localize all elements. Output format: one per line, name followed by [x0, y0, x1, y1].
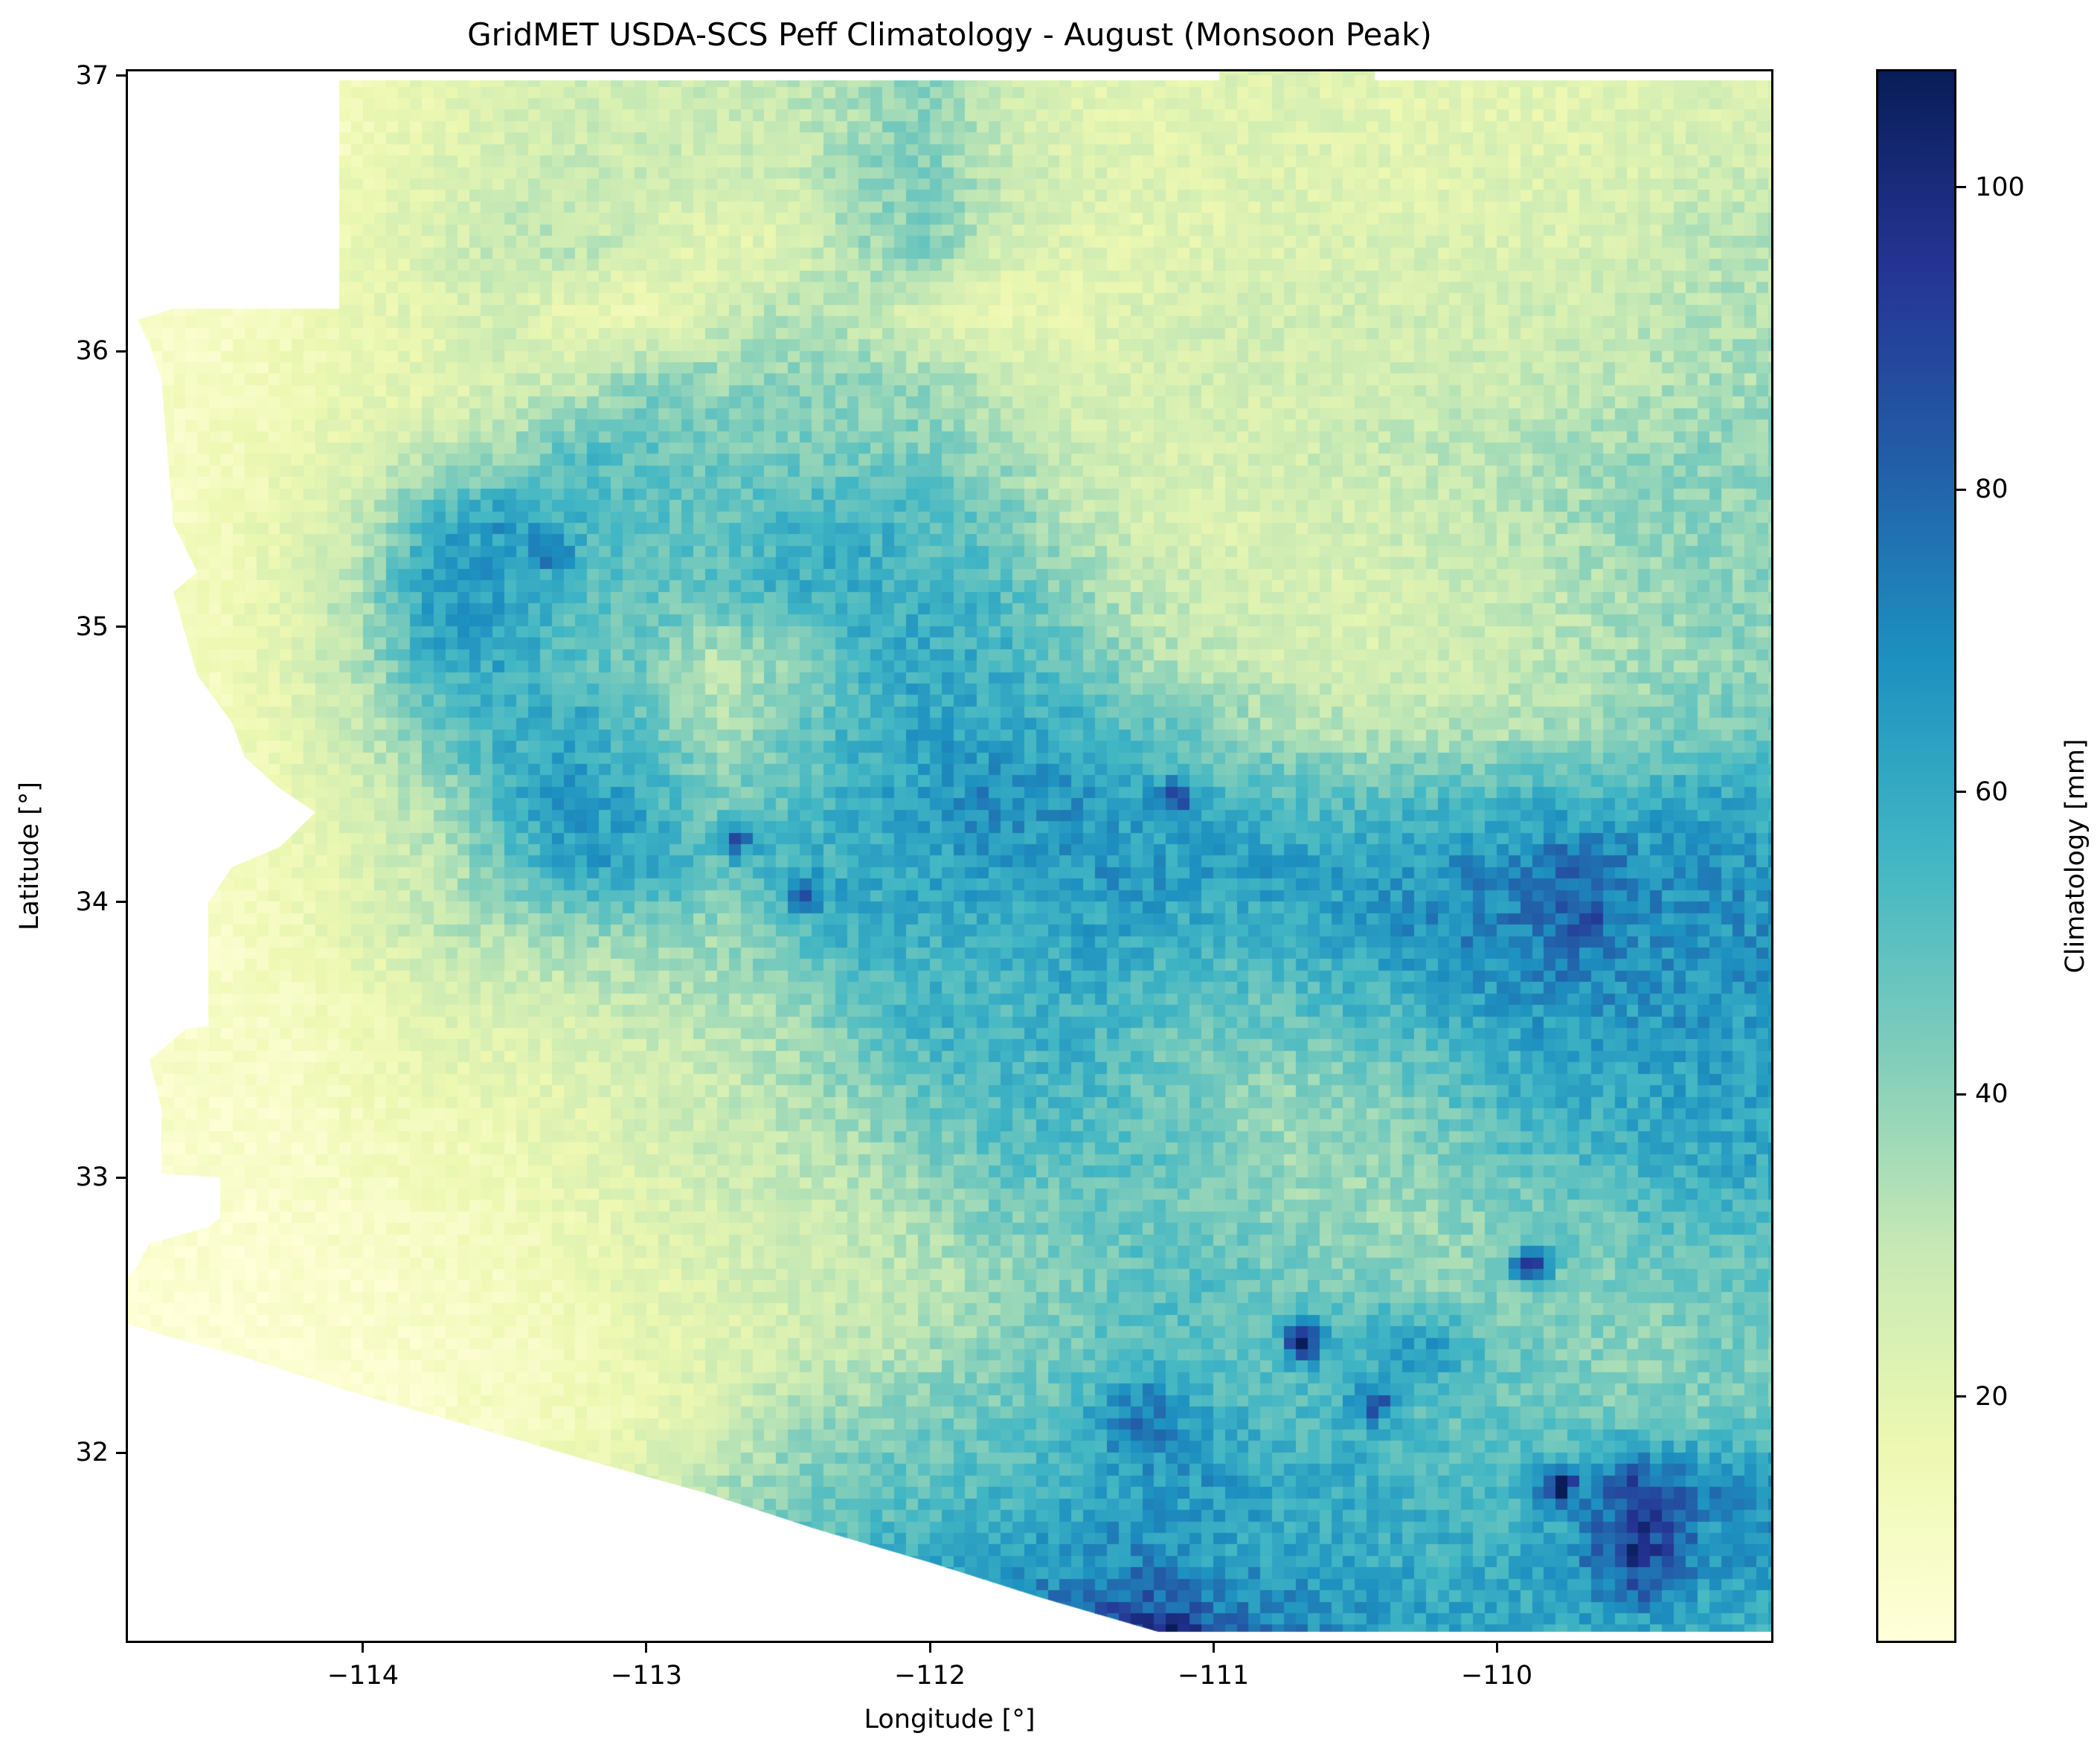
colorbar-tick-label: 80 [1975, 475, 2009, 505]
colorbar-tick-label: 20 [1975, 1381, 2009, 1412]
y-tick-mark [116, 1451, 126, 1454]
y-tick-mark [116, 1176, 126, 1179]
y-tick-mark [116, 74, 126, 77]
colorbar [1876, 69, 1956, 1643]
y-axis-label: Latitude [°] [15, 782, 45, 930]
x-tick-mark [1495, 1643, 1498, 1653]
x-tick-label: −112 [893, 1661, 966, 1691]
x-tick-label: −114 [327, 1661, 399, 1691]
x-axis-label: Longitude [°] [864, 1705, 1035, 1734]
colorbar-tick-label: 100 [1975, 172, 2025, 202]
x-tick-label: −113 [610, 1661, 683, 1691]
y-tick-mark [116, 350, 126, 353]
colorbar-tick-mark [1956, 1395, 1966, 1398]
map-axes [126, 69, 1773, 1643]
x-tick-mark [362, 1643, 365, 1653]
colorbar-tick-mark [1956, 186, 1966, 189]
colorbar-tick-mark [1956, 488, 1966, 491]
y-tick-label: 35 [75, 611, 109, 642]
x-tick-label: −110 [1461, 1661, 1533, 1691]
y-tick-mark [116, 901, 126, 904]
y-tick-label: 32 [75, 1438, 109, 1468]
x-tick-mark [645, 1643, 648, 1653]
colorbar-tick-label: 60 [1975, 776, 2009, 807]
y-tick-mark [116, 626, 126, 628]
x-tick-mark [1212, 1643, 1215, 1653]
colorbar-tick-label: 40 [1975, 1079, 2009, 1110]
chart-title: GridMET USDA-SCS Peff Climatology - Augu… [467, 16, 1432, 53]
y-tick-label: 34 [75, 887, 109, 917]
x-tick-label: −111 [1177, 1661, 1250, 1691]
y-tick-label: 37 [75, 60, 109, 91]
x-tick-mark [928, 1643, 931, 1653]
y-tick-label: 36 [75, 336, 109, 367]
colorbar-label: Climatology [mm] [2061, 739, 2090, 974]
colorbar-tick-mark [1956, 791, 1966, 794]
colorbar-tick-mark [1956, 1093, 1966, 1096]
heatmap-canvas [128, 71, 1771, 1641]
colorbar-gradient [1878, 71, 1954, 1641]
y-tick-label: 33 [75, 1163, 109, 1193]
